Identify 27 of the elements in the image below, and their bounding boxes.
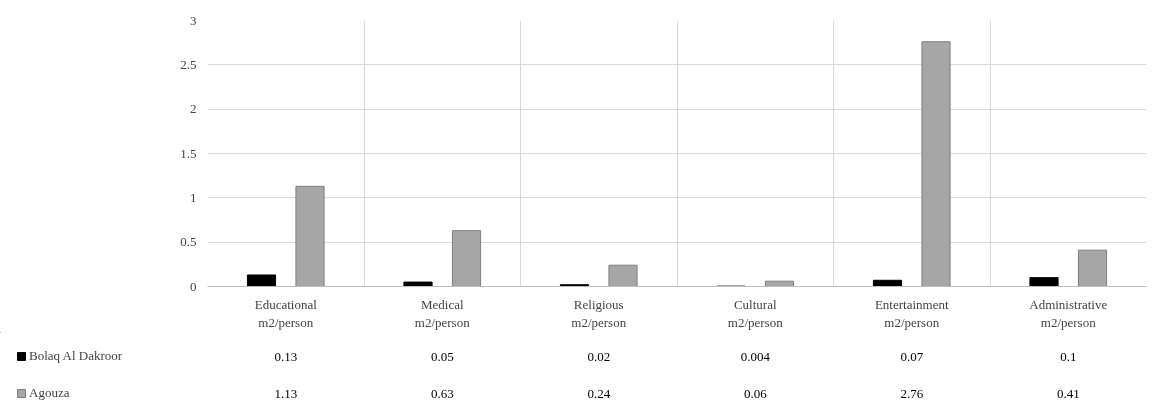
- y-tick-label: 0.5: [180, 234, 197, 250]
- y-tick-label: 2: [190, 101, 197, 117]
- data-label: 0.05: [430, 348, 454, 364]
- y-tick-label: 1.5: [180, 145, 197, 161]
- x-tick-label: Medical m2/person: [414, 296, 471, 330]
- data-label: 0.13: [274, 348, 298, 364]
- data-label: 1.13: [274, 385, 298, 401]
- data-label: 0.004: [740, 348, 771, 364]
- x-tick-label: Administrative m2/person: [1029, 296, 1108, 330]
- data-label: 0.07: [900, 348, 924, 364]
- x-tick-label: Entertainment m2/person: [874, 296, 949, 330]
- data-label: 0.41: [1056, 385, 1080, 401]
- x-tick-label: Educational m2/person: [254, 296, 318, 330]
- x-tick-label: Cultural m2/person: [727, 296, 784, 330]
- y-tick-label: 0: [190, 278, 197, 294]
- legend-label: Agouza: [29, 385, 70, 401]
- y-tick-label: 3: [190, 12, 197, 28]
- data-label: 0.06: [743, 385, 768, 401]
- y-tick-label: 2.5: [180, 56, 197, 72]
- data-label: 0.63: [430, 385, 454, 401]
- y-tick-label: 1: [190, 189, 197, 205]
- data-label: 0.1: [1060, 348, 1077, 364]
- data-label: 0.24: [587, 385, 611, 401]
- data-label: 0.02: [587, 348, 611, 364]
- data-label: 2.76: [900, 385, 924, 401]
- x-tick-label: Religious m2/person: [571, 296, 627, 330]
- legend-label: Bolaq Al Dakroor: [29, 348, 123, 364]
